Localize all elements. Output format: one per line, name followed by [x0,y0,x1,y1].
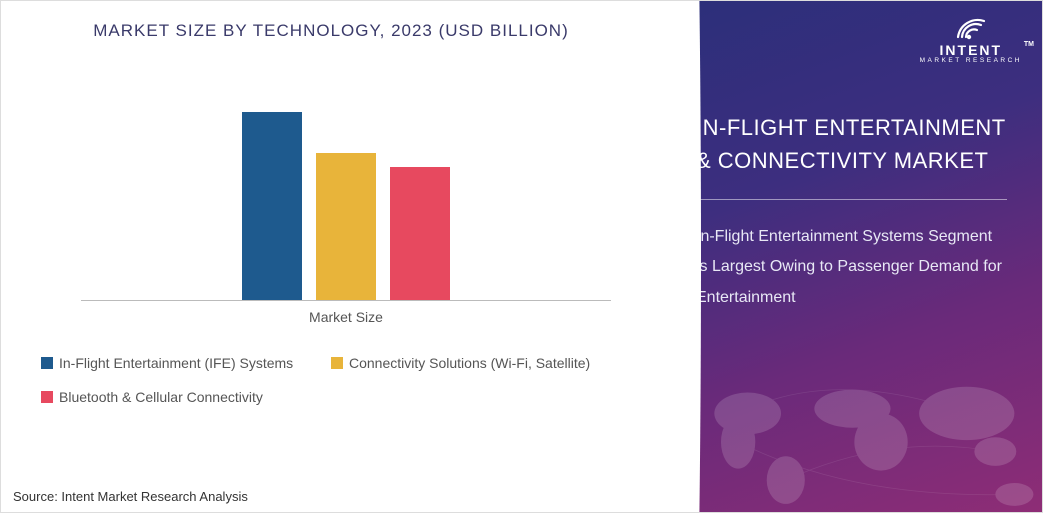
bar-series-1 [316,153,376,300]
bar-series-2 [390,167,450,300]
chart-legend: In-Flight Entertainment (IFE) Systems Con… [31,355,631,423]
wifi-signal-icon [954,15,988,41]
logo-subline: MARKET RESEARCH [920,57,1022,64]
sidebar-title: IN-FLIGHT ENTERTAINMENT & CONNECTIVITY M… [696,111,1007,177]
chart-panel: MARKET SIZE BY TECHNOLOGY, 2023 (USD BIL… [1,1,661,512]
legend-swatch [41,391,53,403]
sidebar-description: In-Flight Entertainment Systems Segment … [696,222,1007,313]
brand-logo: INTENT TM MARKET RESEARCH [920,15,1022,64]
legend-item-2: Bluetooth & Cellular Connectivity [41,389,331,405]
logo-brand-text: INTENT TM [920,43,1022,57]
legend-label: Connectivity Solutions (Wi-Fi, Satellite… [349,355,590,371]
source-attribution: Source: Intent Market Research Analysis [13,489,248,504]
x-axis-label: Market Size [61,309,631,325]
chart-title: MARKET SIZE BY TECHNOLOGY, 2023 (USD BIL… [31,21,631,41]
legend-swatch [41,357,53,369]
legend-label: Bluetooth & Cellular Connectivity [59,389,263,405]
legend-item-0: In-Flight Entertainment (IFE) Systems [41,355,331,371]
summary-sidebar: INTENT TM MARKET RESEARCH IN-FLIGHT ENTE… [661,1,1042,512]
bar-series-0 [242,112,302,300]
logo-tm: TM [1024,41,1034,48]
legend-label: In-Flight Entertainment (IFE) Systems [59,355,293,371]
sidebar-divider [696,199,1007,200]
chart-plot-area [81,71,611,301]
world-map-overlay [681,352,1042,512]
legend-swatch [331,357,343,369]
bar-group [81,71,611,300]
legend-item-1: Connectivity Solutions (Wi-Fi, Satellite… [331,355,621,371]
infographic-container: MARKET SIZE BY TECHNOLOGY, 2023 (USD BIL… [0,0,1043,513]
logo-brand-name: INTENT [940,42,1003,58]
